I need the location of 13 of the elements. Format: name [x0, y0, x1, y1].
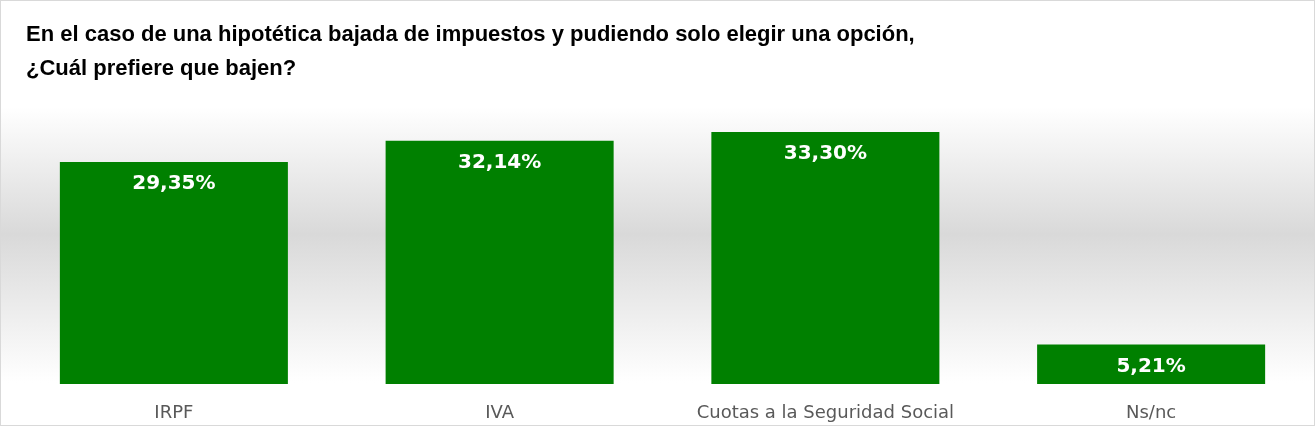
bar	[59, 161, 288, 384]
data-label: 29,35%	[132, 169, 216, 194]
bar	[711, 132, 940, 384]
x-tick-label: Ns/nc	[1126, 400, 1177, 422]
chart-title: En el caso de una hipotética bajada de impuestos y pudiendo solo elegir una opción, ¿Cuál prefiere que bajen?	[26, 20, 921, 80]
data-label: 32,14%	[457, 148, 542, 173]
x-tick-label: Cuotas a la Seguridad Social	[696, 400, 955, 422]
x-tick-label: IRPF	[154, 400, 194, 422]
bar	[1037, 344, 1266, 384]
data-label: 33,30%	[783, 140, 868, 164]
x-tick-label: IVA	[485, 400, 515, 422]
bar	[385, 140, 614, 384]
data-label: 5,21%	[1116, 352, 1186, 377]
